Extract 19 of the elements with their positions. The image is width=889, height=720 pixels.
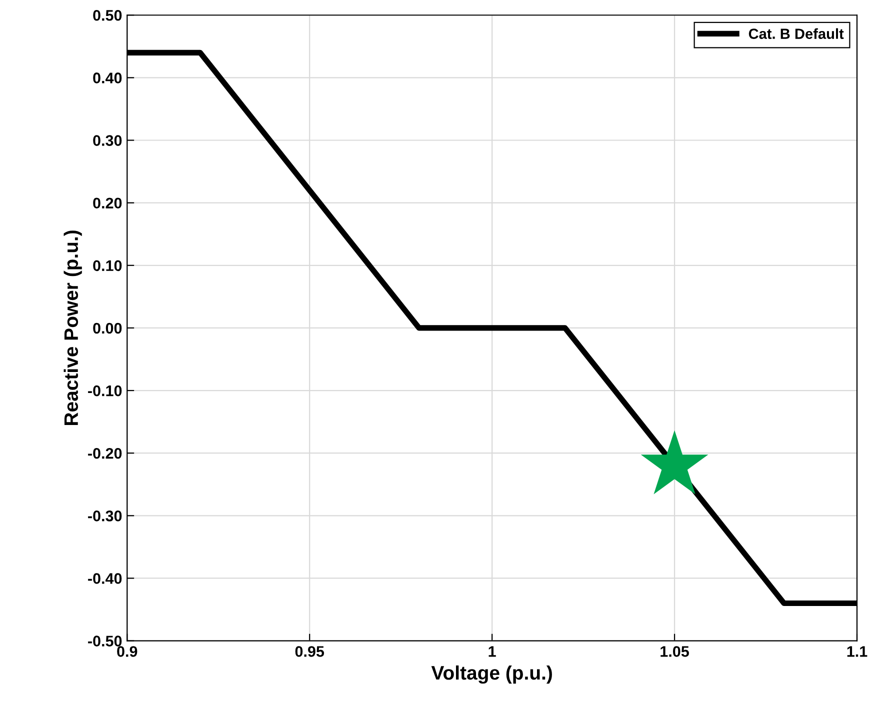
x-axis-title: Voltage (p.u.) — [431, 665, 552, 684]
y-tick-label: -0.50 — [88, 636, 122, 646]
x-tick-label: 0.9 — [117, 646, 138, 657]
y-tick-label: -0.40 — [88, 573, 122, 584]
y-tick-label: 0.40 — [93, 72, 122, 84]
y-axis-title: Reactive Power (p.u.) — [64, 230, 82, 425]
y-tick-label: 0.10 — [93, 260, 122, 272]
y-tick-label: -0.30 — [88, 510, 122, 522]
x-tick-label: 1 — [488, 646, 496, 657]
y-tick-label: -0.20 — [88, 448, 122, 459]
x-tick-label: 0.95 — [295, 646, 324, 657]
y-tick-label: 0.30 — [93, 135, 122, 146]
x-tick-label: 1.05 — [660, 646, 689, 657]
y-tick-label: 0.00 — [93, 322, 122, 334]
legend-label: Cat. B Default — [748, 28, 844, 39]
x-tick-label: 1.1 — [847, 646, 868, 657]
y-tick-label: -0.10 — [88, 385, 122, 396]
y-tick-label: 0.20 — [93, 198, 122, 209]
y-tick-label: 0.50 — [93, 10, 122, 21]
